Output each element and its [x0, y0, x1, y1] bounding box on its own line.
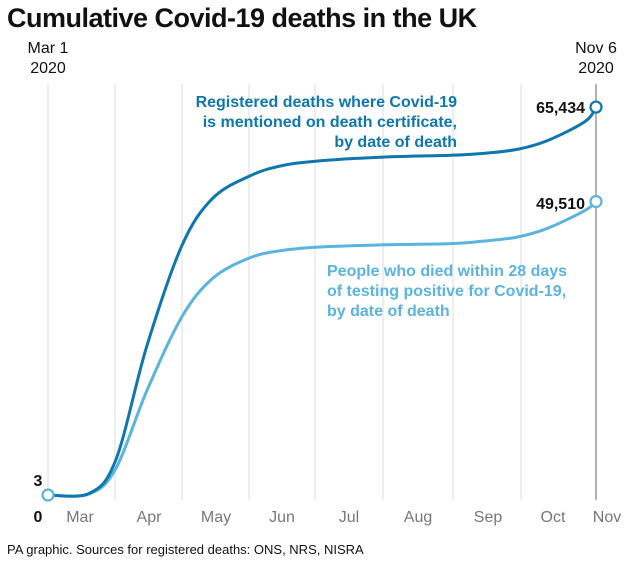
x-tick-label: May [201, 509, 231, 526]
start-value-label: 3 [34, 473, 43, 490]
end-value-label-registered: 65,434 [536, 100, 585, 117]
label-layer: 65,434 49,510 Registered deaths where Covi… [196, 94, 586, 320]
x-tick-label: Mar [66, 509, 94, 526]
chart-title: Cumulative Covid-19 deaths in the UK [7, 3, 477, 33]
x-tick-label: Jun [269, 509, 295, 526]
end-date-label: 2020 [578, 60, 614, 77]
x-tick-label: Nov [593, 509, 621, 526]
x-tick-label: Jul [339, 509, 359, 526]
series-line-registered [46, 105, 598, 498]
series-line-tested [46, 200, 598, 498]
x-tick-label: Oct [541, 509, 566, 526]
start-date-label: Mar 1 [28, 40, 69, 57]
series-label-registered: is mentioned on death certificate, [203, 114, 457, 131]
start-date-label: 2020 [30, 60, 66, 77]
end-marker-registered [589, 100, 603, 114]
series-label-registered: by date of death [334, 134, 457, 151]
x-tick-label: Aug [404, 509, 432, 526]
series-label-tested: by date of death [327, 303, 450, 320]
end-value-label-tested: 49,510 [536, 196, 585, 213]
x-tick-label: Apr [137, 509, 163, 526]
series-label-registered: Registered deaths where Covid-19 [196, 94, 458, 111]
start-marker [41, 488, 55, 502]
end-marker-tested [589, 194, 603, 209]
series-label-tested: People who died within 28 days [327, 263, 567, 280]
x-tick-label: Sep [474, 509, 503, 526]
source-note: PA graphic. Sources for registered death… [7, 542, 364, 557]
series-layer [41, 100, 603, 502]
grid-layer [47, 84, 522, 500]
y-zero-label: 0 [34, 509, 43, 526]
series-label-tested: of testing positive for Covid-19, [327, 283, 566, 300]
axis-layer: Mar Apr May Jun Jul Aug Sep Oct Nov Mar 1 2020 Nov … [28, 40, 622, 526]
end-date-label: Nov 6 [575, 40, 617, 57]
